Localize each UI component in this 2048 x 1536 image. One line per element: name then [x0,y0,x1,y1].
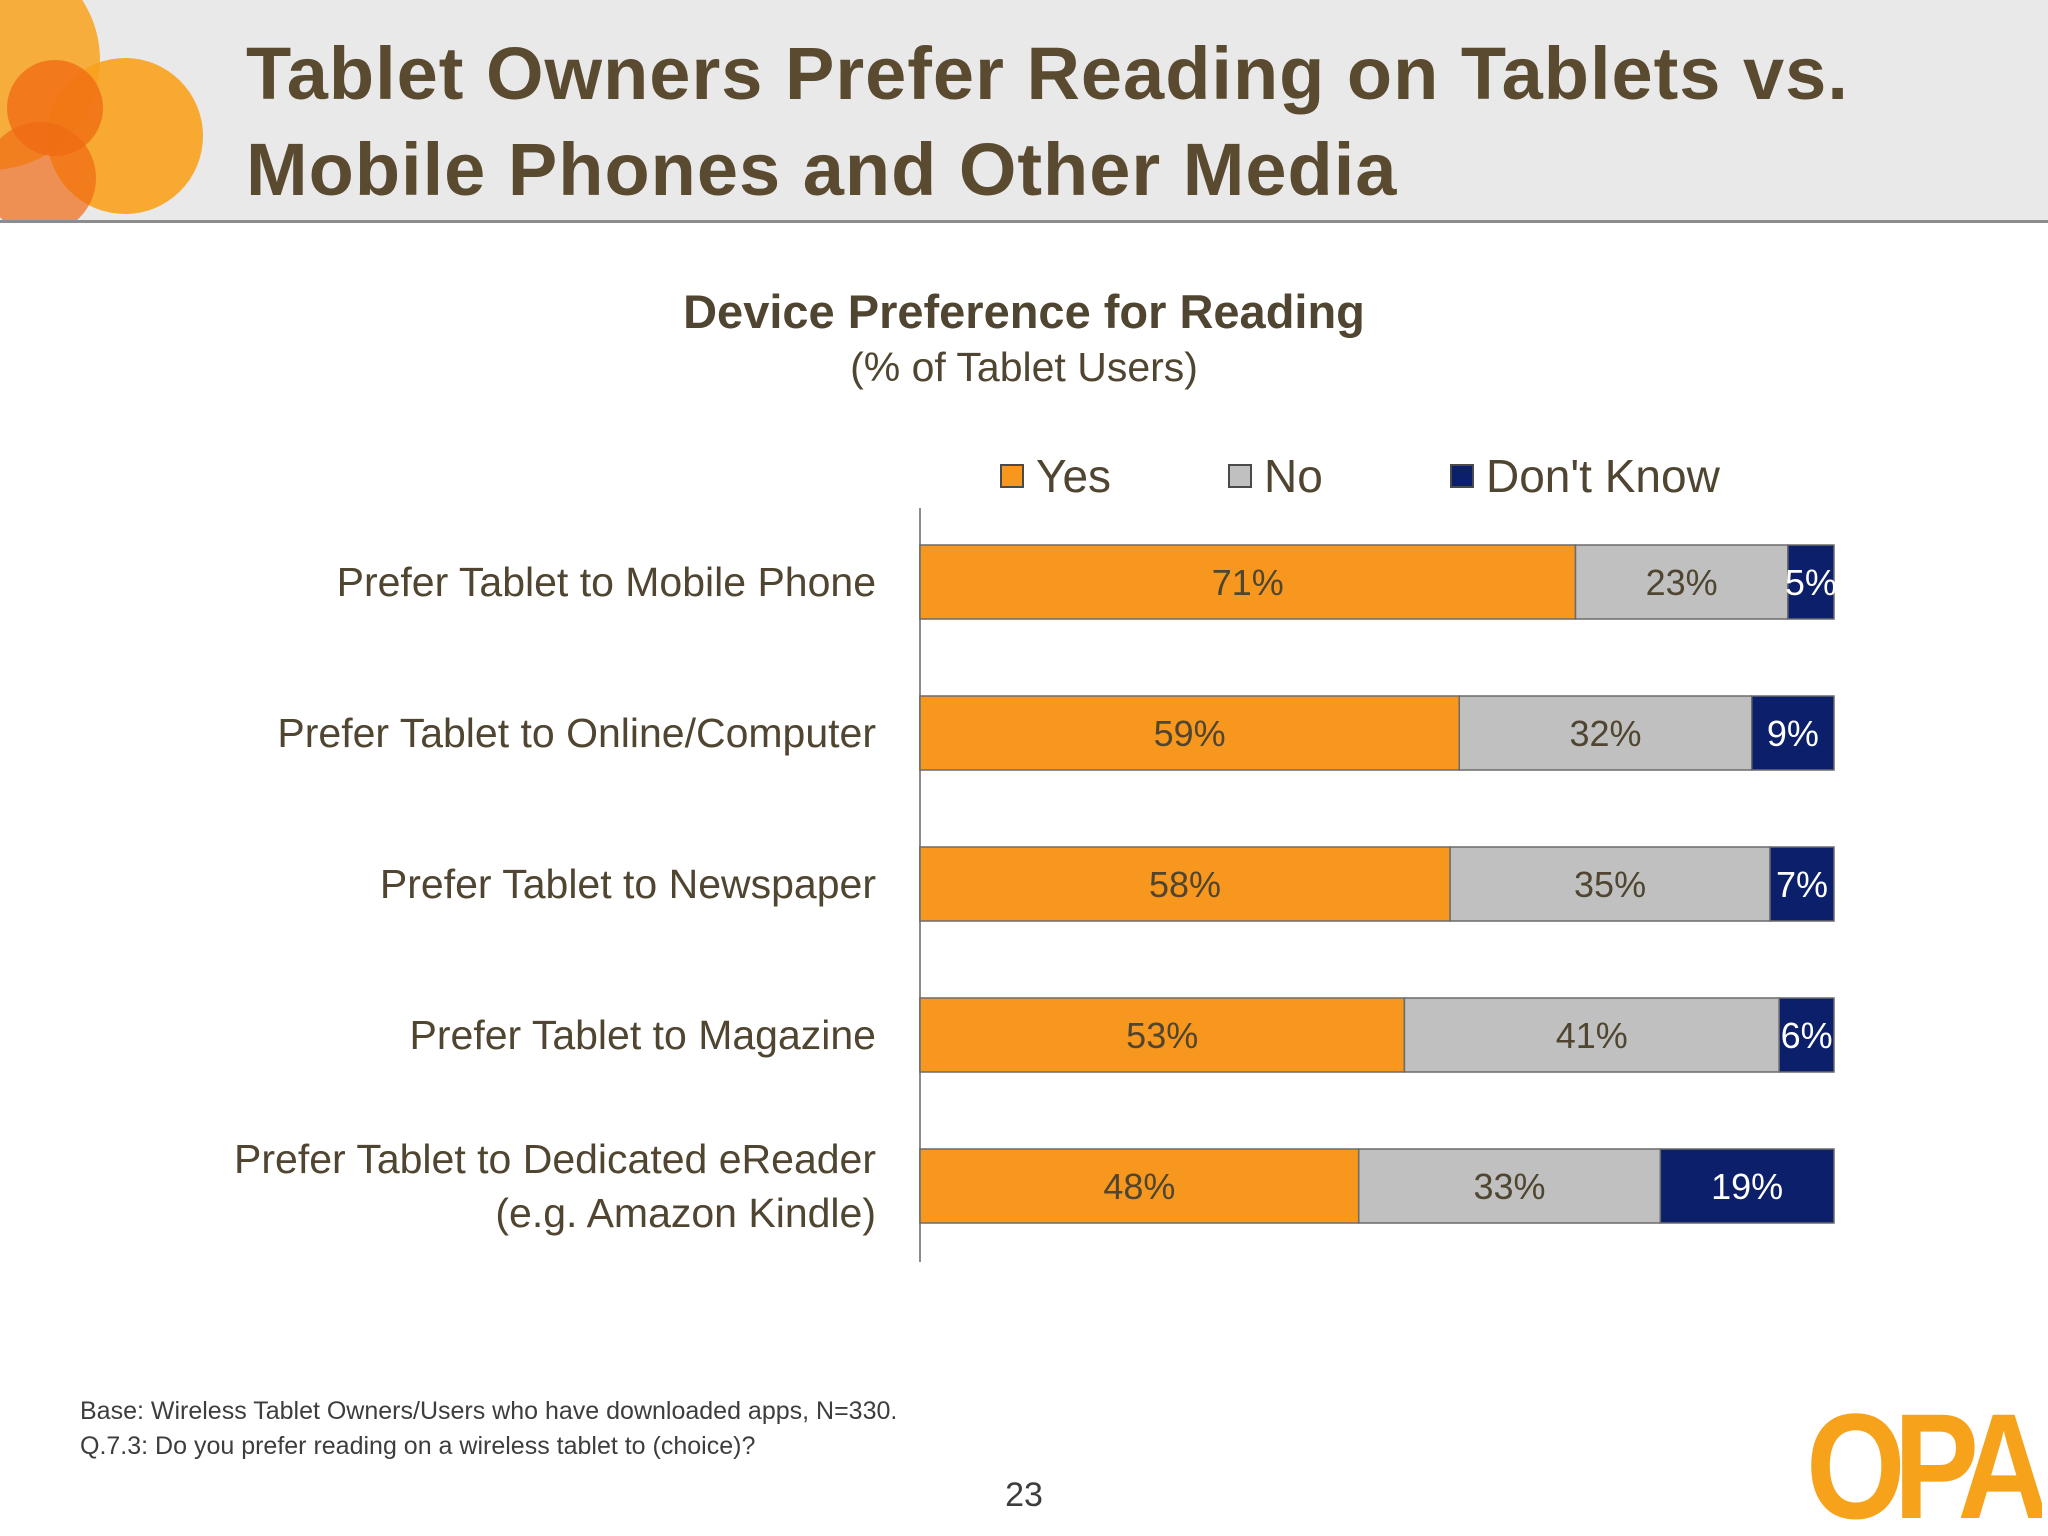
bar-segment-don-t-know [1750,695,1835,771]
bar-row: Prefer Tablet to Mobile Phone 71% 23% 5% [337,544,1837,620]
data-label-don-t-know: 6% [1781,1015,1833,1056]
data-label-yes: 53% [1126,1015,1198,1056]
legend-swatch-yes [1000,464,1024,488]
data-label-no: 35% [1574,864,1646,905]
category-label: Prefer Tablet to Dedicated eReader [234,1136,876,1182]
bar-segment-no [1458,695,1753,771]
bar-segment-don-t-know [1659,1148,1835,1224]
chart-subtitle: (% of Tablet Users) [850,344,1198,390]
footnote-question: Q.7.3: Do you prefer reading on a wirele… [80,1432,756,1460]
bar-row: Prefer Tablet to Dedicated eReader (e.g. … [234,1136,1835,1236]
footnote: Base: Wireless Tablet Owners/Users who h… [80,1394,897,1464]
slide-title: Tablet Owners Prefer Reading on Tablets … [246,26,2006,218]
bar-segment-no [1574,544,1789,620]
data-label-yes: 48% [1103,1166,1175,1207]
data-label-yes: 71% [1212,562,1284,603]
data-label-no: 41% [1556,1015,1628,1056]
data-label-no: 33% [1473,1166,1545,1207]
slide-title-line-1: Tablet Owners Prefer Reading on Tablets … [246,32,1849,115]
bar-segment-don-t-know [1778,997,1835,1073]
bar-row: Prefer Tablet to Newspaper 58% 35% 7% [380,846,1835,922]
legend-swatch-dont-know [1450,464,1474,488]
bar-segment-don-t-know [1787,544,1835,620]
slide-title-line-2: Mobile Phones and Other Media [246,128,1398,211]
bar-segment-yes [919,695,1461,771]
page-number: 23 [1005,1476,1043,1514]
category-label: Prefer Tablet to Mobile Phone [337,559,876,605]
bar-segment-no [1357,1148,1662,1224]
opa-logo-text: OPA [1806,1390,2042,1530]
bar-segment-no [1449,846,1771,922]
legend-label-dont-know: Don't Know [1486,450,1720,502]
chart-title: Device Preference for Reading [683,285,1365,338]
bar-segment-don-t-know [1769,846,1835,922]
legend-item-dont-know: Don't Know [1450,446,1720,506]
bar-segment-yes [919,544,1577,620]
data-label-don-t-know: 7% [1776,864,1828,905]
category-label: Prefer Tablet to Newspaper [380,861,876,907]
legend-swatch-no [1228,464,1252,488]
slide-header: Tablet Owners Prefer Reading on Tablets … [0,0,2048,223]
category-label: Prefer Tablet to Online/Computer [277,710,876,756]
category-label: (e.g. Amazon Kindle) [495,1190,876,1236]
data-label-don-t-know: 5% [1785,562,1837,603]
legend-label-no: No [1264,450,1323,502]
bar-row: Prefer Tablet to Online/Computer 59% 32% 9% [277,695,1835,771]
decorative-circles [0,0,203,220]
category-label: Prefer Tablet to Magazine [410,1012,876,1058]
opa-logo: OPA [1806,1390,2042,1530]
legend-item-no: No [1228,446,1323,506]
bar-row: Prefer Tablet to Magazine 53% 41% 6% [410,997,1835,1073]
legend-label-yes: Yes [1036,450,1112,502]
legend-item-yes: Yes [1000,446,1111,506]
data-label-don-t-know: 9% [1767,713,1819,754]
data-label-yes: 59% [1154,713,1226,754]
data-label-yes: 58% [1149,864,1221,905]
data-label-no: 32% [1569,713,1641,754]
footnote-base: Base: Wireless Tablet Owners/Users who h… [80,1397,898,1425]
data-label-don-t-know: 19% [1711,1166,1783,1207]
data-label-no: 23% [1646,562,1718,603]
